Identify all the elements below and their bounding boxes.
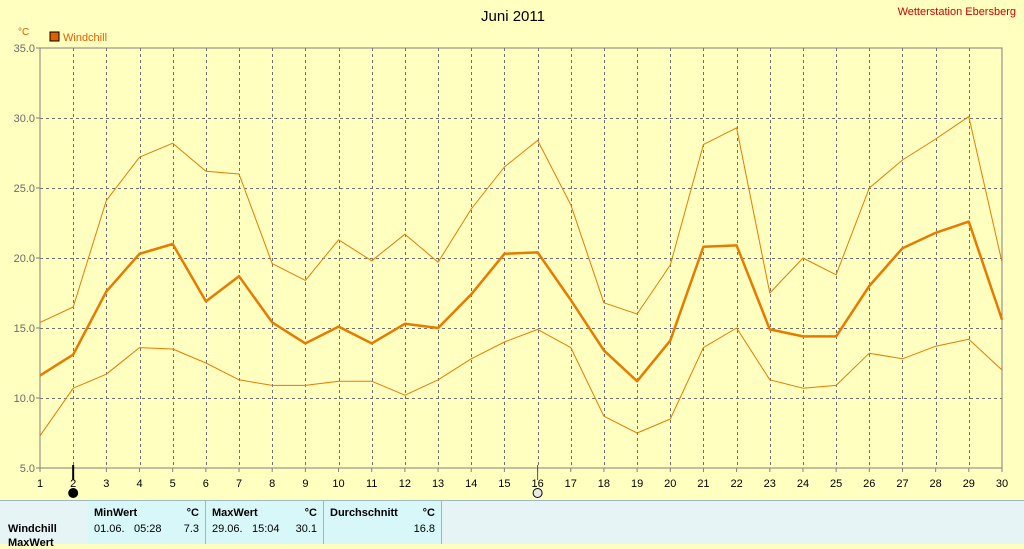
x-tick-label: 24 — [797, 478, 809, 490]
x-tick-label: 23 — [764, 478, 776, 490]
x-tick-label: 16 — [531, 478, 543, 490]
max-value-cell: MaxWert °C 29.06. 15:04 30.1 — [206, 501, 324, 544]
y-axis: 5.0 10.0 15.0 20.0 25.0 30.0 35.0 — [14, 43, 40, 475]
average-header: Durchschnitt — [330, 507, 398, 519]
legend-label: Windchill — [63, 32, 107, 44]
x-tick-label: 11 — [366, 478, 377, 490]
x-tick-label: 10 — [332, 478, 344, 490]
x-tick-label: 29 — [963, 478, 975, 490]
series-max-line — [39, 116, 1003, 323]
x-tick-label: 20 — [664, 478, 676, 490]
legend-swatch — [49, 31, 60, 42]
x-tick-label: 18 — [598, 478, 610, 490]
min-header: MinWert — [94, 507, 138, 519]
stats-next-row-label: MaxWert — [8, 537, 54, 549]
max-header: MaxWert — [212, 507, 258, 519]
x-tick-label: 19 — [631, 478, 643, 490]
y-unit-label: °C — [18, 27, 29, 38]
min-date: 01.06. — [94, 523, 125, 535]
y-tick-label: 5.0 — [20, 463, 35, 475]
series-average-line — [39, 220, 1004, 383]
x-tick-label: 9 — [302, 478, 308, 490]
x-tick-label: 13 — [432, 478, 444, 490]
x-tick-label: 17 — [565, 478, 577, 490]
y-tick-label: 15.0 — [14, 323, 35, 335]
series-min-line — [39, 327, 1003, 437]
average-unit: °C — [422, 507, 435, 519]
series-lines — [39, 116, 1004, 437]
grid-lines — [40, 48, 1002, 468]
x-tick-label: 28 — [930, 478, 942, 490]
x-tick-label: 25 — [830, 478, 842, 490]
min-unit: °C — [186, 507, 199, 519]
min-time: 05:28 — [134, 523, 162, 535]
y-tick-label: 30.0 — [14, 113, 35, 125]
x-tick-label: 2 — [70, 478, 76, 490]
y-tick-label: 25.0 — [14, 183, 35, 195]
min-value: 7.3 — [183, 523, 199, 535]
x-tick-label: 14 — [465, 478, 477, 490]
x-tick-label: 27 — [896, 478, 908, 490]
range-end-handle[interactable] — [532, 488, 543, 498]
x-tick-label: 7 — [236, 478, 242, 490]
range-markers[interactable] — [68, 465, 543, 498]
x-tick-label: 22 — [730, 478, 742, 490]
x-tick-label: 15 — [498, 478, 510, 490]
average-value: 16.8 — [413, 523, 435, 535]
y-tick-label: 20.0 — [14, 253, 35, 265]
x-tick-label: 4 — [136, 478, 142, 490]
max-date: 29.06. — [212, 523, 243, 535]
x-tick-label: 1 — [37, 478, 43, 490]
stats-row-label: Windchill — [8, 523, 57, 535]
x-tick-label: 21 — [697, 478, 709, 490]
max-value: 30.1 — [295, 523, 317, 535]
x-tick-label: 5 — [170, 478, 176, 490]
x-tick-label: 12 — [399, 478, 411, 490]
stats-panel: Windchill MaxWert MinWert °C 01.06. 05:2… — [0, 500, 1024, 549]
y-tick-label: 10.0 — [14, 393, 35, 405]
station-name: Wetterstation Ebersberg — [898, 6, 1016, 18]
max-unit: °C — [304, 507, 317, 519]
x-tick-label: 30 — [996, 478, 1008, 490]
max-time: 15:04 — [252, 523, 280, 535]
x-axis: 1 2 3 4 5 6 7 8 9 10 11 12 13 14 15 16 17 18 19 20 21 22 23 24 2… — [37, 468, 1008, 490]
y-tick-label: 35.0 — [14, 43, 35, 55]
windchill-chart: Juni 2011 Wetterstation Ebersberg °C Win… — [14, 6, 1016, 498]
x-tick-label: 8 — [269, 478, 275, 490]
min-value-cell: MinWert °C 01.06. 05:28 7.3 — [88, 501, 206, 544]
range-start-handle[interactable] — [68, 488, 79, 498]
chart-title: Juni 2011 — [481, 8, 545, 25]
x-tick-label: 6 — [203, 478, 209, 490]
x-tick-label: 3 — [103, 478, 109, 490]
x-tick-label: 26 — [863, 478, 875, 490]
average-value-cell: Durchschnitt °C 16.8 — [324, 501, 442, 544]
